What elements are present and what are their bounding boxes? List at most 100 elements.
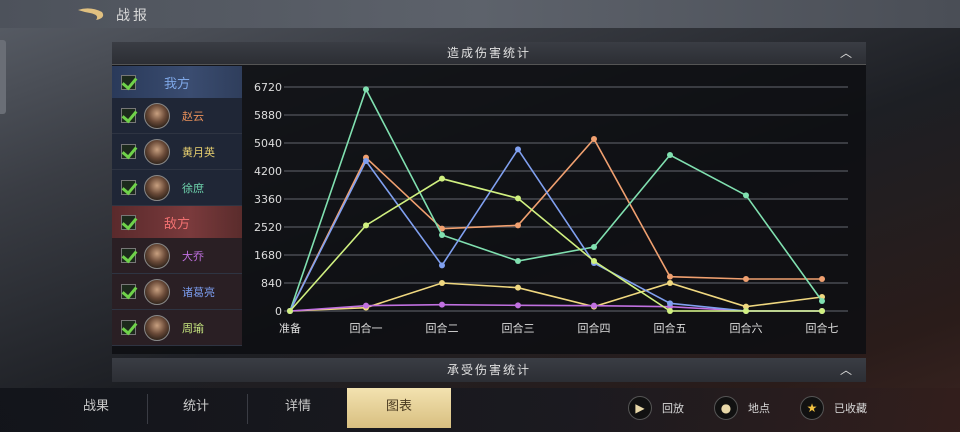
data-point xyxy=(667,280,673,286)
group-label: 敌方 xyxy=(163,216,190,232)
checkbox[interactable] xyxy=(121,74,136,90)
x-tick-label: 回合三 xyxy=(502,321,535,335)
checkbox[interactable] xyxy=(121,144,136,159)
avatar xyxy=(144,242,170,269)
data-point xyxy=(363,158,369,164)
back-arrow-icon[interactable] xyxy=(76,6,106,22)
damage-dealt-panel: 造成伤害统计 ︿ 我方 赵云黄月英徐庶 敌方 大乔诸葛亮周瑜 0 840 1680 25… xyxy=(112,42,866,354)
bottom-bar: 战果 统计 详情 图表 ▶ 回放 ● 地点 ★ 已收藏 xyxy=(0,388,960,432)
x-tick-label: 回合七 xyxy=(806,321,839,335)
ally-group-toggle[interactable]: 我方 xyxy=(112,66,242,98)
page-title: 战报 xyxy=(116,8,150,24)
data-point xyxy=(287,308,293,314)
unit-name: 诸葛亮 xyxy=(182,285,215,299)
unit-row[interactable]: 大乔 xyxy=(112,238,242,274)
data-point xyxy=(363,222,369,229)
panel-title: 造成伤害统计 xyxy=(446,46,531,60)
data-point xyxy=(515,258,521,264)
divider xyxy=(247,394,248,424)
replay-button[interactable]: ▶ 回放 xyxy=(628,396,684,420)
tab-statistics[interactable]: 统计 xyxy=(182,399,209,414)
data-point xyxy=(515,195,521,202)
x-tick-label: 回合四 xyxy=(578,321,611,335)
unit-name: 大乔 xyxy=(182,249,204,263)
series-line xyxy=(289,87,823,312)
y-tick-label: 0 xyxy=(275,305,282,318)
data-point xyxy=(743,276,749,282)
data-point xyxy=(743,308,749,314)
y-tick-label: 1680 xyxy=(254,249,282,262)
data-point xyxy=(591,244,597,250)
x-tick-label: 回合五 xyxy=(654,321,687,335)
data-point xyxy=(743,303,749,310)
data-point xyxy=(591,136,597,142)
unit-row[interactable]: 黄月英 xyxy=(112,134,242,170)
data-point xyxy=(743,192,749,199)
series-line xyxy=(289,177,822,312)
data-point xyxy=(515,302,521,309)
avatar xyxy=(144,102,170,129)
tab-results[interactable]: 战果 xyxy=(82,399,109,414)
unit-row[interactable]: 诸葛亮 xyxy=(112,274,242,310)
y-tick-label: 840 xyxy=(261,277,282,290)
location-pin-icon: ● xyxy=(714,396,738,420)
action-label: 已收藏 xyxy=(834,402,867,415)
y-tick-label: 3360 xyxy=(254,193,282,206)
data-point xyxy=(667,300,673,307)
group-label: 我方 xyxy=(163,76,190,92)
top-bar: 战报 xyxy=(0,0,960,28)
unit-name: 黄月英 xyxy=(182,145,215,159)
divider xyxy=(147,394,148,424)
action-label: 地点 xyxy=(748,402,770,415)
checkbox[interactable] xyxy=(121,180,136,195)
action-label: 回放 xyxy=(662,402,684,415)
unit-name: 徐庶 xyxy=(182,181,204,195)
expand-chevron-icon[interactable]: ︿ xyxy=(839,363,854,377)
data-point xyxy=(667,273,673,280)
y-tick-label: 5880 xyxy=(254,109,282,122)
collapse-chevron-icon[interactable]: ︿ xyxy=(839,46,854,60)
avatar xyxy=(144,174,170,201)
y-tick-label: 2520 xyxy=(254,221,282,234)
unit-row[interactable]: 赵云 xyxy=(112,98,242,134)
data-point xyxy=(515,146,521,153)
data-point xyxy=(591,302,597,309)
data-point xyxy=(439,225,445,232)
data-point xyxy=(515,284,521,291)
panel-title: 承受伤害统计 xyxy=(446,363,531,377)
data-point xyxy=(819,308,825,314)
unit-row[interactable]: 徐庶 xyxy=(112,170,242,206)
checkbox[interactable] xyxy=(121,214,136,230)
series-line xyxy=(289,282,823,312)
favorited-button[interactable]: ★ 已收藏 xyxy=(800,396,867,420)
data-point xyxy=(439,301,445,308)
checkbox[interactable] xyxy=(121,320,136,335)
x-tick-label: 回合一 xyxy=(350,321,383,335)
tab-chart[interactable]: 图表 xyxy=(347,388,451,428)
series-line xyxy=(289,137,822,312)
data-point xyxy=(667,152,673,158)
x-tick-label: 准备 xyxy=(279,321,301,335)
damage-dealt-header[interactable]: 造成伤害统计 ︿ xyxy=(112,42,866,65)
data-point xyxy=(515,222,521,229)
checkbox[interactable] xyxy=(121,284,136,299)
location-button[interactable]: ● 地点 xyxy=(714,396,770,420)
data-point xyxy=(363,86,369,93)
data-point xyxy=(439,175,445,182)
unit-name: 赵云 xyxy=(182,109,204,123)
side-handle[interactable] xyxy=(0,40,6,114)
unit-name: 周瑜 xyxy=(182,321,204,335)
enemy-group-toggle[interactable]: 敌方 xyxy=(112,206,242,238)
damage-taken-header[interactable]: 承受伤害统计 ︿ xyxy=(112,358,866,382)
damage-line-chart: 0 840 1680 2520 3360 4200 5040 5880 6720 准备 回合一 回合二… xyxy=(254,81,848,335)
checkbox[interactable] xyxy=(121,248,136,263)
play-icon: ▶ xyxy=(628,396,652,420)
x-tick-label: 回合六 xyxy=(730,321,763,335)
y-tick-label: 5040 xyxy=(254,137,282,150)
data-point xyxy=(439,262,445,269)
unit-row[interactable]: 周瑜 xyxy=(112,310,242,346)
checkbox[interactable] xyxy=(121,108,136,123)
data-point xyxy=(363,302,369,309)
tab-details[interactable]: 详情 xyxy=(284,399,311,414)
avatar xyxy=(144,314,170,341)
